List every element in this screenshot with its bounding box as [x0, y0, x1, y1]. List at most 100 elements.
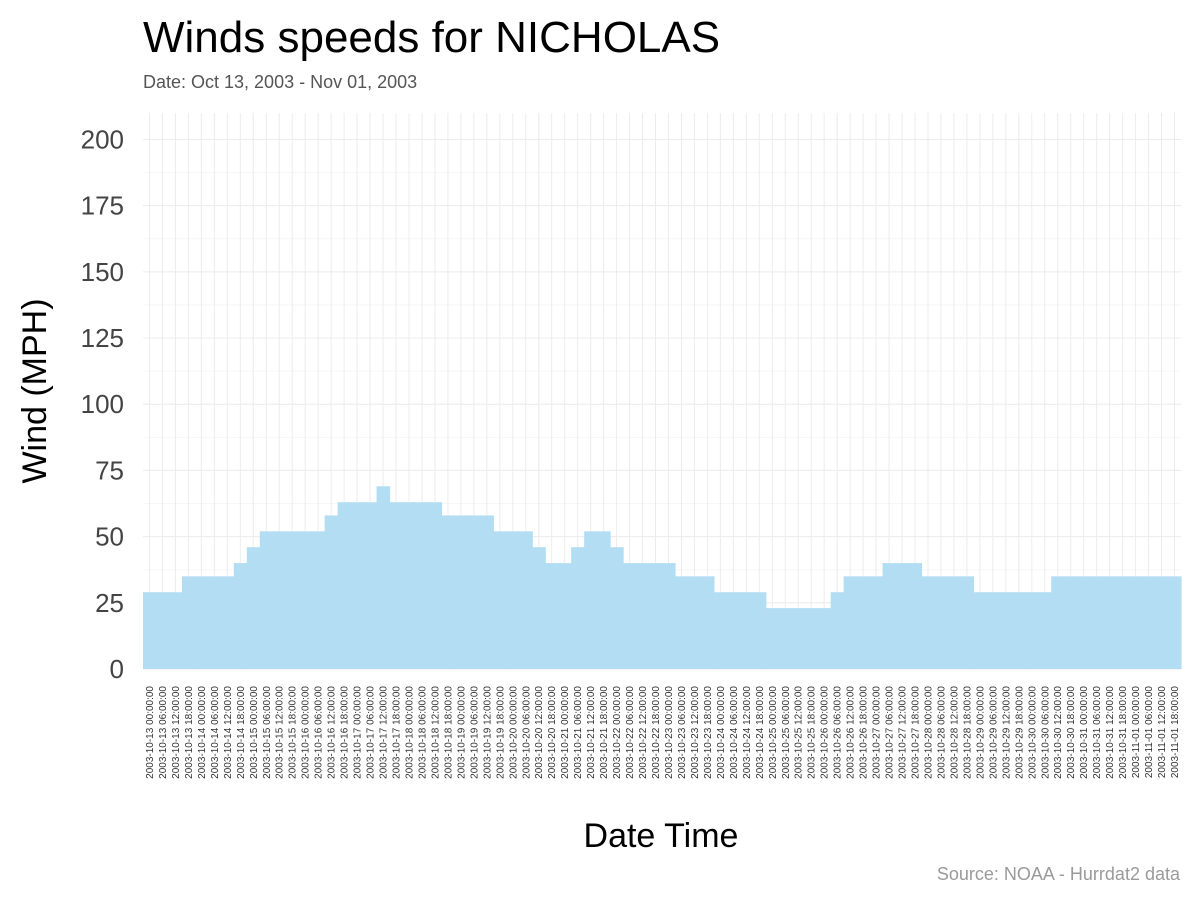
bar-2003-10-18 00:00:00 [402, 502, 417, 669]
x-tick-label: 2003-10-16 06:00:00 [314, 686, 325, 779]
x-tick-label: 2003-10-15 00:00:00 [249, 686, 260, 779]
x-tick-label: 2003-10-13 06:00:00 [158, 686, 169, 779]
bar-2003-10-22 12:00:00 [636, 563, 650, 669]
bar-2003-10-19 12:00:00 [480, 515, 494, 669]
x-tick-label: 2003-10-15 18:00:00 [288, 686, 299, 779]
bar-2003-10-17 00:00:00 [350, 502, 365, 669]
x-tick-label: 2003-10-26 18:00:00 [859, 686, 870, 779]
y-tick-label: 0 [110, 654, 124, 684]
bar-2003-10-17 18:00:00 [389, 502, 404, 669]
y-tick-label: 125 [81, 323, 124, 353]
bar-2003-10-24 18:00:00 [752, 592, 767, 669]
x-tick-label: 2003-10-28 12:00:00 [949, 686, 960, 779]
x-tick-label: 2003-10-25 06:00:00 [781, 686, 792, 779]
x-tick-label: 2003-10-22 06:00:00 [625, 686, 636, 779]
bar-2003-10-13 18:00:00 [181, 576, 196, 669]
x-tick-label: 2003-10-14 00:00:00 [197, 686, 208, 779]
bar-2003-11-01 12:00:00 [1155, 576, 1169, 669]
bar-2003-10-21 18:00:00 [597, 531, 611, 669]
bar-2003-10-22 00:00:00 [610, 547, 624, 669]
x-tick-label: 2003-10-13 00:00:00 [145, 686, 156, 779]
x-tick-label: 2003-10-14 18:00:00 [236, 686, 247, 779]
x-tick-label: 2003-10-26 12:00:00 [846, 686, 857, 779]
bar-2003-10-22 18:00:00 [649, 563, 663, 669]
bar-2003-10-14 18:00:00 [233, 563, 248, 669]
y-tick-label: 175 [81, 191, 124, 221]
bar-2003-10-13 12:00:00 [168, 592, 183, 669]
x-tick-label: 2003-10-30 12:00:00 [1053, 686, 1064, 779]
x-tick-label: 2003-10-24 00:00:00 [716, 686, 727, 779]
bar-2003-10-23 18:00:00 [700, 576, 715, 669]
bar-2003-10-19 00:00:00 [454, 515, 468, 669]
x-tick-label: 2003-10-27 00:00:00 [872, 686, 883, 779]
x-tick-label: 2003-10-31 18:00:00 [1118, 686, 1129, 779]
bar-2003-10-19 06:00:00 [467, 515, 481, 669]
x-tick-label: 2003-10-31 00:00:00 [1079, 686, 1090, 779]
x-tick-label: 2003-10-21 06:00:00 [573, 686, 584, 779]
x-tick-label: 2003-10-27 06:00:00 [885, 686, 896, 779]
bar-2003-10-16 00:00:00 [298, 531, 313, 669]
x-tick-label: 2003-11-01 18:00:00 [1170, 686, 1181, 779]
bars [143, 486, 1182, 669]
x-tick-label: 2003-10-30 06:00:00 [1040, 686, 1051, 779]
x-tick-label: 2003-10-19 06:00:00 [469, 686, 480, 779]
bar-2003-10-19 18:00:00 [493, 531, 507, 669]
bar-2003-10-18 12:00:00 [428, 502, 443, 669]
x-tick-label: 2003-10-13 18:00:00 [184, 686, 195, 779]
bar-2003-10-14 06:00:00 [207, 576, 222, 669]
chart-title: Winds speeds for NICHOLAS [143, 13, 720, 62]
bar-2003-10-30 12:00:00 [1051, 576, 1065, 669]
bar-2003-10-27 00:00:00 [869, 576, 884, 669]
x-tick-label: 2003-10-16 00:00:00 [301, 686, 312, 779]
bar-2003-10-28 18:00:00 [960, 576, 974, 669]
x-tick-label: 2003-10-29 06:00:00 [988, 686, 999, 779]
bar-2003-10-16 18:00:00 [337, 502, 352, 669]
bar-2003-10-20 06:00:00 [519, 531, 533, 669]
bar-2003-10-31 18:00:00 [1116, 576, 1130, 669]
bar-2003-10-29 06:00:00 [986, 592, 1000, 669]
bar-2003-10-24 06:00:00 [726, 592, 741, 669]
bar-2003-10-28 06:00:00 [934, 576, 949, 669]
bar-2003-10-20 12:00:00 [532, 547, 546, 669]
bar-2003-10-29 18:00:00 [1012, 592, 1026, 669]
bar-2003-10-17 12:00:00 [376, 486, 391, 669]
x-tick-label: 2003-10-25 18:00:00 [807, 686, 818, 779]
bar-2003-10-31 12:00:00 [1103, 576, 1117, 669]
y-tick-label: 50 [95, 522, 124, 552]
bar-2003-10-16 12:00:00 [324, 515, 339, 669]
bar-2003-10-15 18:00:00 [285, 531, 300, 669]
x-tick-label: 2003-10-15 06:00:00 [262, 686, 273, 779]
bar-2003-10-21 00:00:00 [558, 563, 572, 669]
x-tick-label: 2003-10-14 06:00:00 [210, 686, 221, 779]
bar-2003-10-31 00:00:00 [1077, 576, 1091, 669]
x-tick-label: 2003-10-17 18:00:00 [392, 686, 403, 779]
bar-2003-10-23 00:00:00 [662, 563, 676, 669]
x-tick-label: 2003-10-25 12:00:00 [794, 686, 805, 779]
bar-2003-10-18 18:00:00 [441, 515, 455, 669]
bar-2003-10-25 18:00:00 [804, 608, 819, 669]
chart-subtitle: Date: Oct 13, 2003 - Nov 01, 2003 [143, 72, 417, 92]
x-tick-label: 2003-10-31 12:00:00 [1105, 686, 1116, 779]
x-tick-label: 2003-10-29 00:00:00 [975, 686, 986, 779]
x-tick-label: 2003-10-28 00:00:00 [923, 686, 934, 779]
x-tick-label: 2003-10-21 18:00:00 [599, 686, 610, 779]
bar-2003-10-27 06:00:00 [882, 563, 897, 669]
bar-2003-10-14 12:00:00 [220, 576, 235, 669]
y-tick-label: 100 [81, 389, 124, 419]
x-axis-title: Date Time [584, 817, 739, 855]
x-tick-label: 2003-10-29 18:00:00 [1014, 686, 1025, 779]
x-tick-label: 2003-10-19 18:00:00 [495, 686, 506, 779]
x-tick-label: 2003-10-26 00:00:00 [820, 686, 831, 779]
bar-2003-10-13 00:00:00 [143, 592, 157, 669]
x-tick-label: 2003-10-23 12:00:00 [690, 686, 701, 779]
x-tick-label: 2003-10-18 06:00:00 [417, 686, 428, 779]
bar-2003-11-01 18:00:00 [1168, 576, 1182, 669]
x-tick-label: 2003-11-01 12:00:00 [1157, 686, 1168, 779]
x-tick-label: 2003-10-19 12:00:00 [482, 686, 493, 779]
x-tick-label: 2003-10-20 00:00:00 [508, 686, 519, 779]
x-tick-label: 2003-10-13 12:00:00 [171, 686, 182, 779]
x-tick-label: 2003-10-15 12:00:00 [275, 686, 286, 779]
x-tick-label: 2003-10-14 12:00:00 [223, 686, 234, 779]
y-axis-title: Wind (MPH) [16, 298, 54, 483]
x-tick-label: 2003-10-23 18:00:00 [703, 686, 714, 779]
